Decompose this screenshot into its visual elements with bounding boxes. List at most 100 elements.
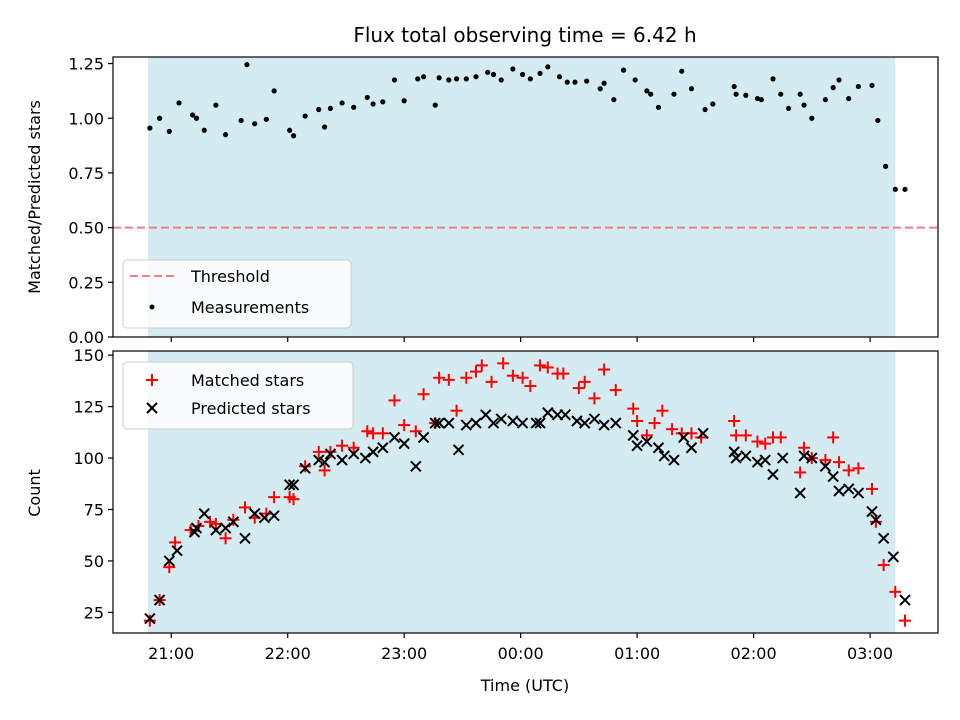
- measurement-point: [869, 82, 875, 89]
- top-y-tick-label: 1.00: [68, 109, 104, 128]
- measurement-point: [902, 186, 908, 192]
- predicted-star-marker: [487, 417, 500, 429]
- measurement-point: [785, 105, 792, 112]
- predicted-star-marker-b: [299, 462, 311, 475]
- measurement-point: [597, 86, 603, 92]
- predicted-star-marker-b: [429, 417, 441, 429]
- predicted-star-marker-b: [631, 439, 643, 452]
- predicted-star-marker: [443, 417, 455, 429]
- predicted-star-marker: [534, 417, 546, 429]
- matched-star-marker: [516, 371, 529, 384]
- legend-predicted-label: Predicted stars: [191, 399, 311, 418]
- top-panel: Flux total observing time = 6.42 h Match…: [25, 23, 939, 347]
- matched-star-marker: [842, 464, 855, 477]
- matched-star-marker: [869, 515, 882, 528]
- top-y-tick-label: 0.25: [68, 273, 104, 292]
- legend-predicted-swatch: [146, 402, 158, 414]
- predicted-star-marker-b: [470, 417, 482, 429]
- predicted-star-marker-b: [239, 532, 251, 545]
- predicted-star-marker: [887, 551, 900, 563]
- x-tick-label: 00:00: [498, 644, 544, 663]
- predicted-star-marker-b: [542, 407, 554, 419]
- predicted-star-marker: [171, 544, 183, 557]
- predicted-star-marker-b: [870, 514, 882, 526]
- measurement-point: [801, 102, 807, 108]
- measurement-point: [446, 77, 452, 83]
- predicted-star-marker: [877, 532, 890, 545]
- matched-star-marker: [260, 507, 273, 520]
- predicted-star-marker-b: [417, 431, 430, 444]
- measurement-point: [846, 95, 852, 102]
- matched-star-marker: [450, 404, 463, 417]
- measurement-point: [830, 85, 836, 91]
- matched-star-marker: [143, 614, 156, 627]
- predicted-star-marker-b: [219, 522, 232, 534]
- matched-star-marker: [557, 367, 570, 380]
- matched-star-marker: [409, 425, 422, 438]
- predicted-star-marker-b: [287, 479, 300, 491]
- measurement-point: [882, 163, 889, 169]
- measurement-point: [189, 112, 196, 118]
- predicted-star-marker: [685, 442, 698, 454]
- matched-star-marker: [819, 454, 832, 467]
- predicted-star-marker-b: [367, 446, 379, 458]
- predicted-star-marker-b: [827, 470, 839, 483]
- measurement-point: [632, 77, 638, 83]
- measurement-point: [679, 68, 685, 74]
- predicted-star-marker: [759, 454, 771, 466]
- matched-star-marker: [889, 585, 902, 598]
- bottom-y-tick-label: 150: [73, 346, 104, 365]
- matched-star-marker: [877, 559, 890, 572]
- predicted-star-marker-b: [144, 612, 156, 625]
- top-y-tick-label: 1.25: [68, 55, 104, 74]
- measurement-point: [176, 100, 182, 106]
- legend-matched-label: Matched stars: [191, 371, 304, 390]
- top-y-tick-label: 0.50: [68, 219, 104, 238]
- predicted-star-marker-b: [198, 507, 210, 520]
- measurement-point: [156, 115, 163, 121]
- measurement-point: [611, 97, 617, 103]
- matched-star-marker: [899, 614, 911, 627]
- predicted-star-marker-b: [751, 456, 764, 468]
- matched-star-marker: [588, 392, 601, 405]
- matched-star-marker: [318, 464, 331, 477]
- measurement-point: [213, 102, 219, 108]
- predicted-star-marker-b: [171, 544, 183, 557]
- predicted-star-marker-b: [433, 417, 445, 429]
- predicted-star-marker-b: [668, 454, 680, 466]
- predicted-star-marker-b: [377, 442, 389, 454]
- predicted-star-marker: [299, 462, 311, 475]
- top-y-axis-label: Matched/Predicted stars: [25, 100, 44, 294]
- predicted-star-marker: [530, 417, 542, 429]
- predicted-star-marker: [658, 450, 671, 462]
- predicted-star-marker-b: [507, 415, 519, 427]
- measurement-point: [758, 97, 764, 103]
- predicted-star-marker-b: [887, 551, 900, 563]
- predicted-star-marker: [852, 487, 865, 499]
- matched-star-marker: [609, 384, 622, 397]
- matched-star-marker: [287, 493, 300, 506]
- matched-star-marker: [169, 536, 182, 549]
- predicted-star-marker: [153, 594, 166, 606]
- predicted-star-marker: [377, 442, 389, 454]
- measurement-point: [166, 128, 172, 134]
- measurement-point: [370, 101, 376, 107]
- predicted-star-marker: [347, 448, 360, 460]
- predicted-star-marker-b: [313, 454, 325, 466]
- top-legend-box: [122, 259, 352, 329]
- matched-star-marker: [227, 513, 240, 526]
- predicted-star-marker: [827, 470, 839, 483]
- predicted-star-marker: [367, 446, 379, 458]
- top-y-tick-label: 0.00: [68, 328, 104, 347]
- predicted-star-marker-b: [452, 444, 465, 456]
- measurement-point: [537, 70, 543, 77]
- predicted-star-marker-b: [806, 452, 818, 464]
- predicted-star-marker-b: [833, 485, 845, 497]
- predicted-star-marker-b: [443, 417, 455, 429]
- measurement-point: [391, 77, 398, 83]
- measurement-point: [485, 69, 491, 75]
- matched-star-marker: [324, 445, 337, 458]
- predicted-star-marker: [324, 448, 337, 460]
- predicted-star-marker-b: [658, 450, 671, 462]
- predicted-star-marker: [268, 509, 280, 522]
